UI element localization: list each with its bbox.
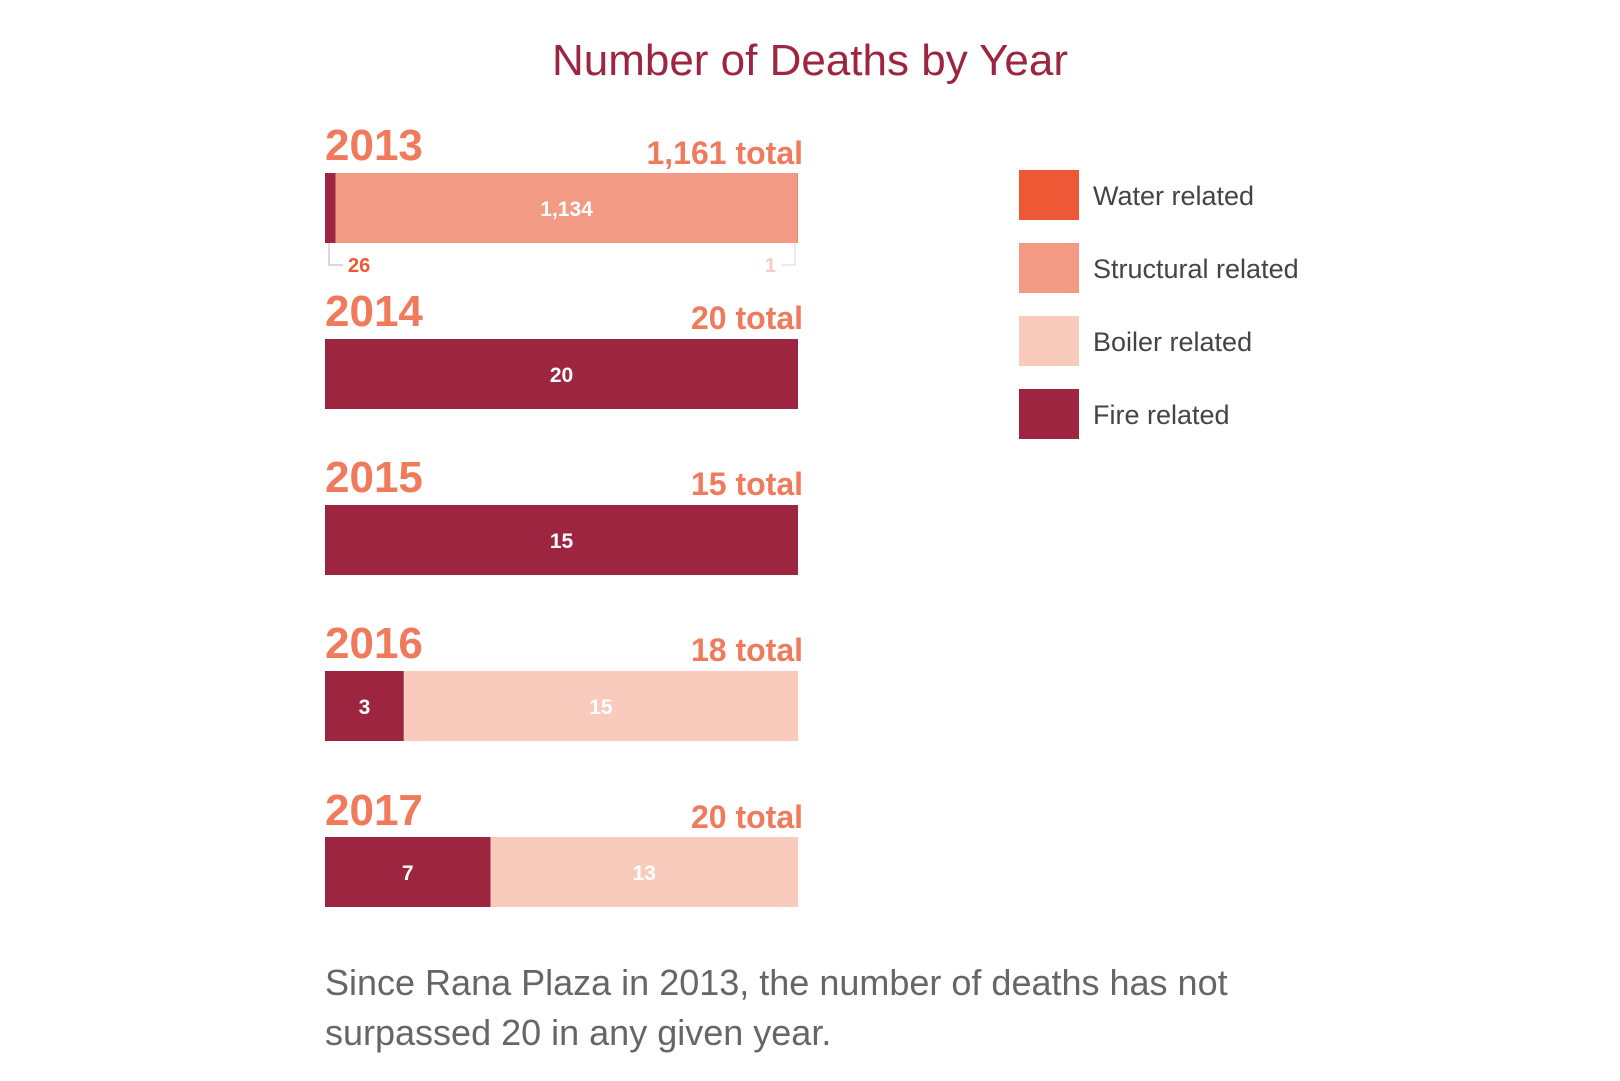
year-2016-boiler-related-segment bbox=[403, 671, 798, 741]
legend-label-water-related: Water related bbox=[1093, 181, 1254, 211]
year-2013-water-related-callout-line bbox=[781, 243, 796, 266]
year-2013-structural-related-segment bbox=[335, 173, 798, 243]
year-2013-fire-related-value-label: 26 bbox=[348, 255, 370, 277]
year-2016-total-label: 18 total bbox=[691, 632, 803, 668]
year-2017-fire-related-segment bbox=[325, 837, 491, 907]
year-2017-boiler-related-segment bbox=[490, 837, 798, 907]
legend-label-boiler-related: Boiler related bbox=[1093, 327, 1252, 357]
bars-group: 2013 1,161 total 26 1,134 1 2014 20 total 20 201… bbox=[325, 121, 803, 907]
year-2013-structural-related-value-label: 1,134 bbox=[540, 198, 593, 221]
legend-swatch-water-related bbox=[1019, 170, 1079, 220]
year-2017-label: 2017 bbox=[325, 786, 423, 835]
legend-swatch-structural-related bbox=[1019, 243, 1079, 293]
year-2013-label: 2013 bbox=[325, 121, 423, 170]
legend-label-structural-related: Structural related bbox=[1093, 254, 1299, 284]
year-2014-label: 2014 bbox=[325, 287, 423, 336]
chart-title: Number of Deaths by Year bbox=[552, 36, 1068, 85]
year-2014-fire-related-value-label: 20 bbox=[550, 364, 573, 387]
year-2016-boiler-related-value-label: 15 bbox=[589, 696, 613, 719]
year-2013-water-related-value-label: 1 bbox=[765, 255, 776, 277]
year-2017-total-label: 20 total bbox=[691, 799, 803, 835]
year-2015-label: 2015 bbox=[325, 453, 423, 502]
year-2017-boiler-related-value-label: 13 bbox=[633, 862, 656, 885]
year-2016-fire-related-segment bbox=[325, 671, 404, 741]
year-2015-fire-related-segment bbox=[325, 505, 798, 575]
year-2015-fire-related-value-label: 15 bbox=[550, 530, 574, 553]
legend-swatch-boiler-related bbox=[1019, 316, 1079, 366]
year-2016-fire-related-value-label: 3 bbox=[359, 696, 371, 719]
year-2015-total-label: 15 total bbox=[691, 466, 803, 502]
legend-label-fire-related: Fire related bbox=[1093, 400, 1230, 430]
year-2016-label: 2016 bbox=[325, 619, 423, 668]
year-2014-fire-related-segment bbox=[325, 339, 798, 409]
footnote: Since Rana Plaza in 2013, the number of … bbox=[325, 962, 1228, 1053]
year-2013-fire-related-segment bbox=[325, 173, 336, 243]
year-2013-total-label: 1,161 total bbox=[646, 135, 803, 171]
year-2014-total-label: 20 total bbox=[691, 300, 803, 336]
year-2017-fire-related-value-label: 7 bbox=[402, 862, 414, 885]
legend: Water related Structural related Boiler re… bbox=[1019, 170, 1299, 439]
year-2013-fire-related-callout-line bbox=[328, 243, 343, 266]
legend-swatch-fire-related bbox=[1019, 389, 1079, 439]
